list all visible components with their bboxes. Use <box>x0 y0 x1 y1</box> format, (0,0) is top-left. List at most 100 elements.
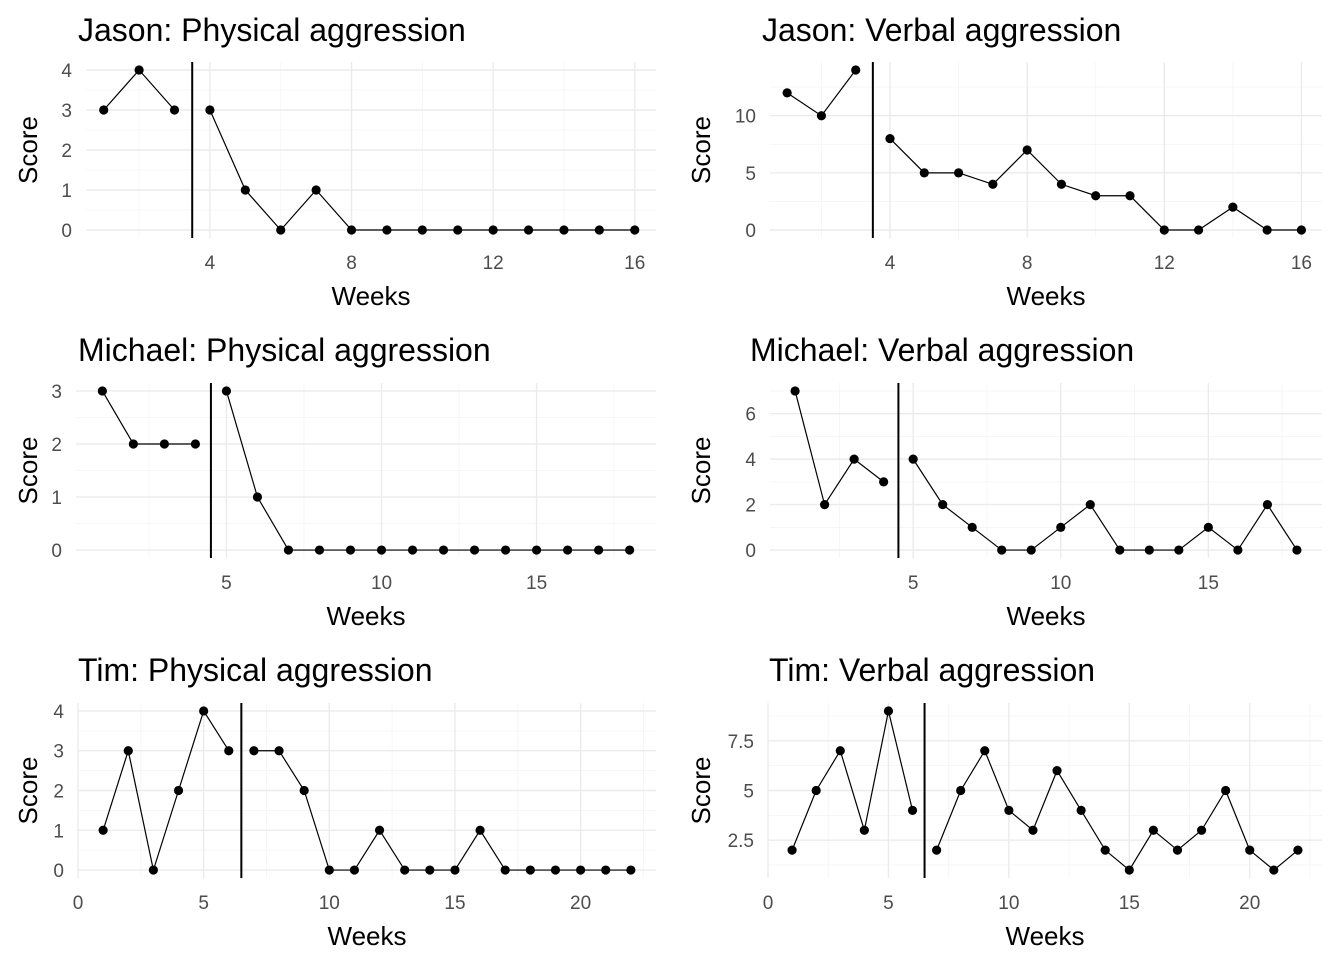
x-axis-title: Weeks <box>327 601 406 631</box>
y-tick-label: 0 <box>51 541 62 562</box>
data-point <box>879 477 889 487</box>
x-tick-label: 8 <box>346 253 357 274</box>
data-point <box>1100 845 1110 855</box>
y-tick-label: 5 <box>743 782 754 803</box>
data-point <box>938 499 948 510</box>
data-point <box>475 825 485 835</box>
data-point <box>407 545 418 555</box>
x-tick-label: 10 <box>319 893 340 914</box>
data-point <box>382 225 392 235</box>
data-point <box>1174 545 1184 555</box>
data-point <box>1293 845 1303 855</box>
data-point <box>601 865 611 875</box>
data-point <box>349 865 360 875</box>
data-point <box>1056 522 1066 532</box>
x-tick-label: 20 <box>1239 893 1260 914</box>
data-point <box>1269 865 1279 875</box>
data-point <box>346 225 357 235</box>
data-point <box>252 492 263 502</box>
data-point <box>299 785 309 796</box>
data-point <box>1056 179 1067 189</box>
data-point <box>1052 766 1062 776</box>
y-tick-label: 7.5 <box>728 732 754 753</box>
data-point <box>469 545 480 555</box>
y-axis-title: Score <box>686 437 716 505</box>
data-point <box>563 545 573 555</box>
data-point <box>169 105 180 115</box>
x-axis-title: Weeks <box>1007 281 1086 311</box>
data-point <box>1221 785 1231 796</box>
x-tick-label: 5 <box>198 893 209 914</box>
data-point <box>523 225 534 235</box>
panel-title: Tim: Verbal aggression <box>769 652 1095 688</box>
data-point <box>594 545 604 555</box>
y-tick-label: 0 <box>745 541 756 562</box>
x-tick-label: 20 <box>570 893 591 914</box>
data-point <box>908 454 918 464</box>
y-tick-label: 3 <box>61 101 72 122</box>
chart-panel-3: 5 10 15 0 1 2 3 Michael: Physical aggression Wee… <box>13 332 656 631</box>
y-tick-label: 10 <box>735 107 756 128</box>
series-line-phase-2 <box>936 749 1299 871</box>
x-axis-title: Weeks <box>332 281 411 311</box>
data-point <box>1228 202 1238 212</box>
data-point <box>374 825 385 835</box>
data-point <box>123 746 133 756</box>
data-point <box>128 439 138 449</box>
data-point <box>283 545 294 555</box>
data-point <box>276 225 286 235</box>
data-point <box>956 785 966 796</box>
panel-title: Michael: Verbal aggression <box>750 332 1134 368</box>
series-line-phase-1 <box>794 390 885 507</box>
data-point <box>159 439 169 449</box>
y-tick-label: 2 <box>61 141 72 162</box>
data-point <box>885 133 895 144</box>
y-tick-label: 2 <box>745 496 756 517</box>
data-point <box>1124 865 1134 875</box>
data-point <box>1004 805 1014 815</box>
data-point <box>98 825 108 835</box>
data-point <box>907 805 918 815</box>
y-tick-label: 4 <box>53 702 64 723</box>
y-tick-label: 4 <box>745 450 756 471</box>
data-point <box>594 225 604 235</box>
x-tick-label: 10 <box>371 573 392 594</box>
y-axis-title: Score <box>686 757 716 825</box>
x-tick-label: 12 <box>483 253 504 274</box>
data-point <box>1203 522 1213 532</box>
series-line-phase-1 <box>102 709 230 873</box>
y-tick-label: 0 <box>53 861 64 882</box>
data-point <box>1148 825 1158 835</box>
x-tick-label: 16 <box>624 253 645 274</box>
x-tick-label: 4 <box>205 253 216 274</box>
data-point <box>1144 545 1154 555</box>
series-line-phase-2 <box>225 390 630 551</box>
data-point <box>576 865 586 875</box>
chart-panel-2: 4 8 12 16 0 5 10 Jason: Verbal aggression Weeks S… <box>686 12 1322 311</box>
data-point <box>525 865 535 875</box>
data-point <box>883 706 894 716</box>
data-point <box>1022 145 1032 155</box>
data-point <box>1091 191 1101 201</box>
data-point <box>97 386 107 396</box>
data-point <box>531 545 542 555</box>
data-point <box>820 499 830 510</box>
data-point <box>550 865 561 875</box>
data-point <box>626 865 636 875</box>
y-tick-label: 1 <box>51 488 62 509</box>
x-axis-title: Weeks <box>328 921 407 951</box>
x-tick-label: 0 <box>763 893 774 914</box>
y-tick-label: 1 <box>61 181 72 202</box>
series-line-phase-2 <box>912 458 1298 551</box>
data-point <box>835 746 845 756</box>
y-tick-label: 5 <box>745 164 756 185</box>
data-point <box>980 746 990 756</box>
y-axis-title: Score <box>686 116 716 184</box>
data-point <box>314 545 325 555</box>
data-point <box>782 88 792 98</box>
data-point <box>99 105 109 115</box>
data-point <box>932 845 942 855</box>
data-point <box>453 225 463 235</box>
y-tick-label: 2 <box>53 782 64 803</box>
